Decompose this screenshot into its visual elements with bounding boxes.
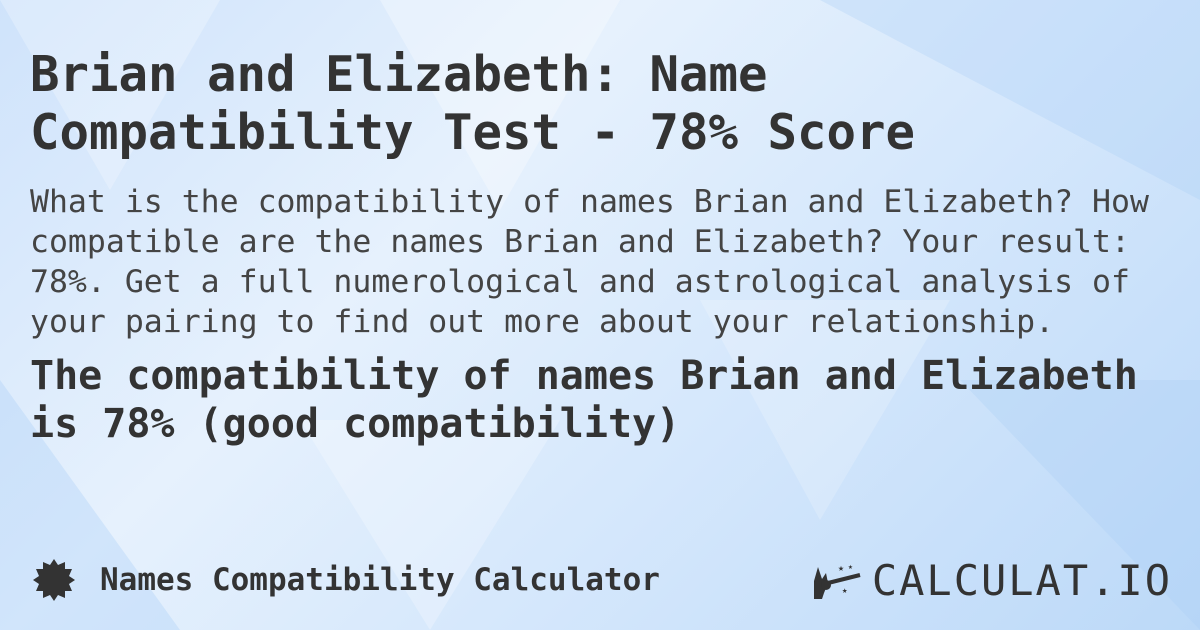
magic-wand-hand-icon: ★ ★ ★ bbox=[813, 562, 861, 599]
calculat-io-logo[interactable]: ★ ★ ★ CALCULAT.IO bbox=[810, 556, 1172, 605]
compatibility-result: The compatibility of names Brian and Eli… bbox=[30, 353, 1138, 447]
description: What is the compatibility of names Brian… bbox=[30, 184, 1149, 340]
calculator-label: Names Compatibility Calculator bbox=[32, 558, 660, 602]
svg-text:★: ★ bbox=[842, 586, 848, 596]
page-title: Brian and Elizabeth: Name Compatibility … bbox=[30, 46, 916, 161]
svg-text:★: ★ bbox=[838, 563, 844, 574]
calculator-name: Names Compatibility Calculator bbox=[100, 562, 660, 598]
svg-text:★: ★ bbox=[848, 562, 853, 571]
logo-text: CALCULAT.IO bbox=[871, 556, 1172, 605]
badge-icon bbox=[33, 559, 75, 601]
